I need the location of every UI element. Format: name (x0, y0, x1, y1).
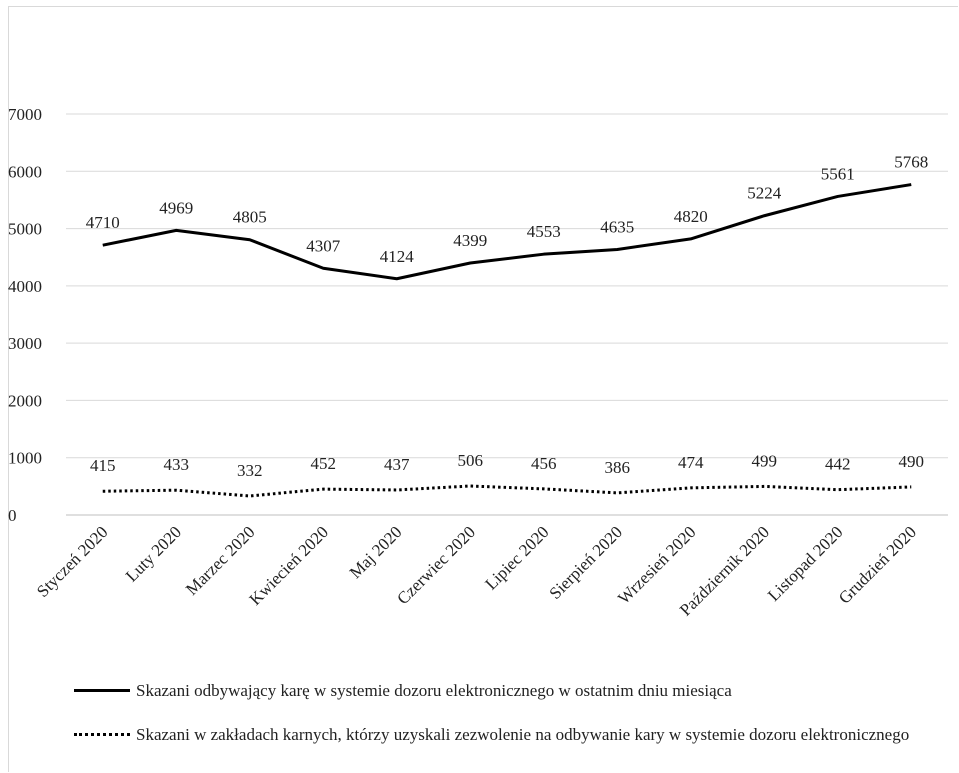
data-label: 4307 (306, 236, 341, 255)
data-label: 437 (384, 455, 410, 474)
x-tick-label: Maj 2020 (346, 522, 406, 582)
data-label: 490 (899, 452, 925, 471)
legend-dotted-line-swatch (74, 733, 130, 736)
x-tick-label: Sierpień 2020 (546, 522, 627, 603)
x-tick-label: Kwiecień 2020 (246, 522, 333, 609)
x-tick-label: Listopad 2020 (764, 522, 847, 605)
x-tick-label: Lipiec 2020 (481, 522, 552, 593)
data-label: 433 (164, 455, 190, 474)
data-label: 332 (237, 461, 263, 480)
y-tick-label: 2000 (8, 391, 42, 410)
data-label: 4399 (453, 231, 487, 250)
x-tick-label: Styczeń 2020 (33, 522, 112, 601)
series-line-electronic-monitoring (102, 183, 912, 281)
x-tick-label: Marzec 2020 (182, 522, 259, 599)
data-label: 506 (458, 451, 484, 470)
y-tick-label: 7000 (8, 105, 42, 124)
y-tick-label: 1000 (8, 449, 42, 468)
data-label: 415 (90, 456, 116, 475)
y-tick-label: 6000 (8, 162, 42, 181)
data-label: 5224 (747, 184, 782, 203)
data-label: 4553 (527, 222, 561, 241)
legend-label: Skazani odbywający karę w systemie dozor… (136, 681, 732, 700)
data-label: 442 (825, 455, 851, 474)
data-label: 4820 (674, 207, 708, 226)
legend-label: Skazani w zakładach karnych, którzy uzys… (136, 725, 910, 744)
data-label: 386 (605, 458, 631, 477)
line-chart: 0 1000 2000 3000 4000 5000 6000 7000 4710 4969 480… (8, 105, 948, 620)
y-tick-label: 0 (8, 506, 17, 525)
y-tick-label: 5000 (8, 220, 42, 239)
data-label: 499 (752, 451, 778, 470)
chart-frame (8, 6, 958, 772)
data-label: 4969 (159, 198, 193, 217)
series-line-prison-permits (102, 484, 912, 498)
y-tick-label: 3000 (8, 334, 42, 353)
data-label: 456 (531, 454, 557, 473)
legend-solid-line-swatch (74, 689, 130, 692)
data-label: 4635 (600, 217, 634, 236)
data-label: 4805 (233, 208, 267, 227)
data-label: 474 (678, 453, 704, 472)
data-label: 5768 (894, 153, 928, 172)
x-tick-label: Czerwiec 2020 (393, 522, 479, 608)
data-label: 5561 (821, 164, 855, 183)
x-tick-label: Luty 2020 (122, 522, 185, 585)
x-tick-label: Grudzień 2020 (835, 522, 920, 607)
y-tick-label: 4000 (8, 277, 42, 296)
data-label: 4710 (86, 213, 120, 232)
data-label: 452 (311, 454, 337, 473)
data-label: 4124 (380, 247, 415, 266)
